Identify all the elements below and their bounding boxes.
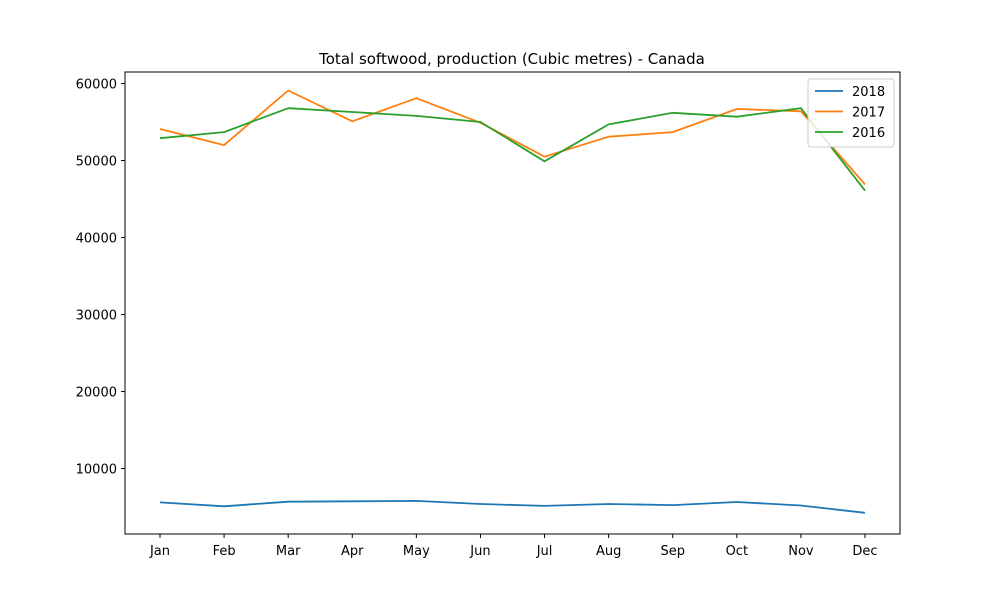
x-tick-label: Dec [852,544,877,559]
legend: 2018 2017 2016 [807,78,895,148]
y-tick-label: 20000 [76,386,117,401]
x-tick-label: Apr [341,544,364,559]
legend-label: 2017 [852,106,885,121]
chart-title: Total softwood, production (Cubic metres… [318,50,705,68]
x-axis: Jan Feb Mar Apr May Jun Jul Aug Sep Oct Nov Dec [149,534,878,559]
x-tick-label: Oct [726,544,748,559]
series-line-2018 [159,499,866,514]
x-tick-label: Aug [596,544,621,559]
x-tick-label: Jun [469,544,490,559]
x-tick-label: Mar [276,544,301,559]
y-tick-label: 30000 [76,309,117,324]
x-tick-label: Feb [213,544,236,559]
series-line-2017 [159,89,866,185]
legend-label: 2018 [852,85,885,100]
x-tick-label: Jan [149,544,170,559]
series-line-2016 [159,107,866,192]
legend-label: 2016 [852,126,885,141]
plot-frame [124,71,901,535]
y-tick-label: 40000 [76,232,117,247]
legend-box [807,78,895,148]
x-tick-label: Sep [660,544,685,559]
y-tick-label: 10000 [76,463,117,478]
x-tick-label: Nov [788,544,814,559]
y-tick-label: 50000 [76,155,117,170]
x-tick-label: Jul [536,544,553,559]
y-axis: 10000 20000 30000 40000 50000 60000 [76,78,125,478]
x-tick-label: May [403,544,430,559]
series-layer [159,89,866,514]
y-tick-label: 60000 [76,78,117,93]
